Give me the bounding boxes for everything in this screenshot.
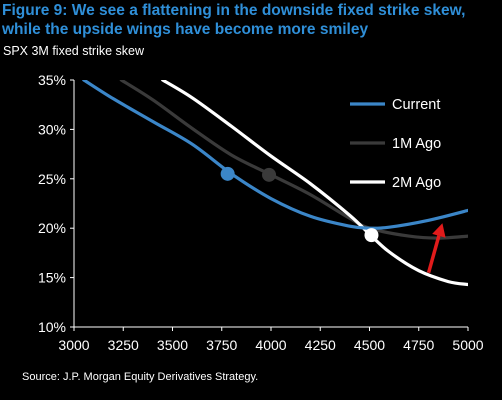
y-tick-label: 20%	[38, 220, 66, 236]
annotation-arrow-head	[432, 223, 446, 238]
chart-axes: 10% 15% 20% 25% 30% 35% 3000 3250 3500 3750 4000 42…	[38, 72, 484, 353]
x-tick-label: 3750	[206, 337, 237, 353]
x-tick-label: 3000	[58, 337, 89, 353]
series-line-current	[82, 80, 468, 230]
x-tick-label: 5000	[452, 337, 483, 353]
legend-label-current: Current	[392, 97, 440, 113]
series-markers	[220, 166, 379, 243]
series-marker-current	[220, 166, 235, 181]
chart-legend: Current 1M Ago 2M Ago	[350, 97, 441, 191]
chart-title: Figure 9: We see a flattening in the dow…	[2, 2, 466, 38]
x-tick-label: 3250	[108, 337, 139, 353]
x-tick-label: 4000	[255, 337, 286, 353]
x-tick-label: 4500	[354, 337, 385, 353]
annotation-arrow-shaft	[426, 235, 441, 274]
x-tick-label: 4750	[403, 337, 434, 353]
y-tick-label: 30%	[38, 121, 66, 137]
y-tick-label: 35%	[38, 72, 66, 88]
series-marker-2m-ago	[364, 228, 379, 243]
y-tick-label: 15%	[38, 270, 66, 286]
chart-subtitle: SPX 3M fixed strike skew	[3, 44, 145, 58]
x-tick-label: 4250	[305, 337, 336, 353]
series-marker-1m-ago	[262, 167, 277, 182]
series-lines	[82, 80, 468, 287]
series-line-1m-ago	[119, 80, 468, 240]
x-tick-label: 3500	[157, 337, 188, 353]
y-tick-label: 10%	[38, 319, 66, 335]
legend-label-2m-ago: 2M Ago	[392, 175, 441, 191]
series-line-2m-ago	[161, 80, 468, 287]
annotations	[426, 223, 446, 274]
source-note: Source: J.P. Morgan Equity Derivatives S…	[22, 371, 259, 383]
y-tick-label: 25%	[38, 171, 66, 187]
legend-label-1m-ago: 1M Ago	[392, 136, 441, 152]
